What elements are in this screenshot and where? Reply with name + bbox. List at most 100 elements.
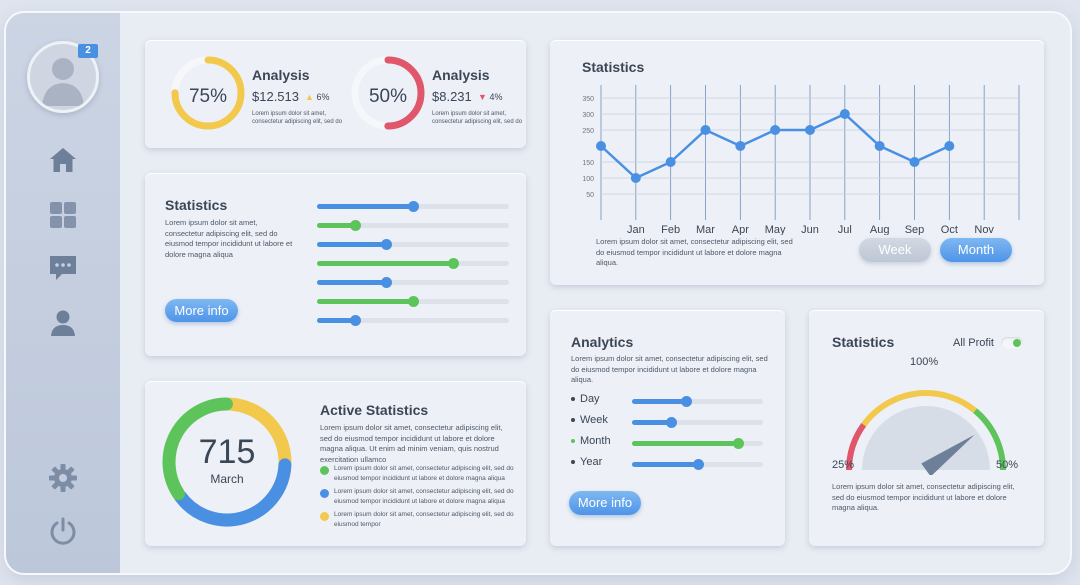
analytics-bar[interactable] xyxy=(632,459,763,470)
line-point[interactable] xyxy=(839,109,850,119)
home-icon[interactable] xyxy=(48,145,78,175)
analytics-bar-handle[interactable] xyxy=(666,417,678,428)
gauge-arc-segment xyxy=(846,422,867,471)
statistics-bar-handle[interactable] xyxy=(408,296,419,307)
analytics-title: Analytics xyxy=(571,334,634,350)
y-tick-label: 50 xyxy=(586,192,594,199)
x-tick-label: Feb xyxy=(661,224,680,235)
line-point[interactable] xyxy=(596,141,606,151)
statistics-bar-fill xyxy=(317,299,413,304)
analytics-row-text: Week xyxy=(580,414,608,426)
statistics-bar-fill xyxy=(317,204,413,209)
y-tick-label: 150 xyxy=(582,160,594,167)
analysis-2-change: ▼ 4% xyxy=(478,92,502,102)
analytics-row-label: Day xyxy=(571,393,600,405)
legend-text: Lorem ipsum dolor sit amet, consectetur … xyxy=(334,465,514,482)
more-info-button[interactable]: More info xyxy=(165,299,238,322)
x-tick-label: Apr xyxy=(732,224,749,235)
line-point[interactable] xyxy=(909,157,920,167)
statistics-bar-handle[interactable] xyxy=(350,315,362,326)
gauge-right-label: 50% xyxy=(996,459,1019,471)
analytics-bar[interactable] xyxy=(632,396,763,407)
analytics-more-info-button[interactable]: More info xyxy=(569,491,641,515)
power-icon[interactable] xyxy=(48,516,78,546)
line-point[interactable] xyxy=(770,125,781,135)
line-chart-title: Statistics xyxy=(582,59,645,75)
bullet-icon xyxy=(571,460,575,465)
statistics-bar-fill xyxy=(317,223,356,228)
analytics-bar-handle[interactable] xyxy=(692,459,704,470)
line-point[interactable] xyxy=(874,141,885,151)
statistics-bar-fill xyxy=(317,261,454,266)
analysis-1-change: ▲ 6% xyxy=(305,92,329,102)
analysis-2-desc: Lorem ipsum dolor sit amet, consectetur … xyxy=(432,111,523,125)
legend-text: Lorem ipsum dolor sit amet, consectetur … xyxy=(334,511,514,528)
line-point[interactable] xyxy=(735,141,746,151)
y-tick-label: 300 xyxy=(582,112,594,119)
statistics-bar[interactable] xyxy=(317,239,509,250)
line-point[interactable] xyxy=(665,157,676,167)
statistics-bar[interactable] xyxy=(317,201,509,212)
y-tick-label: 250 xyxy=(582,128,594,135)
user-icon[interactable] xyxy=(48,308,78,338)
active-donut xyxy=(162,397,292,527)
active-number: 715 xyxy=(198,433,256,471)
line-point[interactable] xyxy=(805,125,815,135)
legend-dot xyxy=(320,512,329,521)
analysis-1-value: $12.513 xyxy=(252,89,299,104)
donut-segment xyxy=(162,397,233,501)
active-month: March xyxy=(210,472,244,486)
analytics-bar-handle[interactable] xyxy=(680,396,692,407)
line-chart-card: Statistics Jan Feb Mar Apr May Jun Jul Aug Sep Oc… xyxy=(550,40,1044,285)
analytics-row-text: Month xyxy=(580,435,611,447)
analytics-bar[interactable] xyxy=(632,417,763,428)
analytics-row-label: Week xyxy=(571,414,608,426)
statistics-bar[interactable] xyxy=(317,296,509,307)
line-point[interactable] xyxy=(944,141,955,151)
all-profit-label: All Profit xyxy=(953,337,994,349)
analysis-1-title: Analysis xyxy=(252,67,310,83)
month-button[interactable]: Month xyxy=(940,238,1012,262)
line-point[interactable] xyxy=(700,125,711,135)
week-button[interactable]: Week xyxy=(859,238,931,262)
statistics-bar[interactable] xyxy=(317,220,509,231)
bullet-icon xyxy=(571,397,575,402)
line-point[interactable] xyxy=(630,173,641,183)
bullet-icon xyxy=(571,418,575,423)
statistics-bar-handle[interactable] xyxy=(381,239,393,250)
y-tick-label: 350 xyxy=(582,96,594,103)
statistics-bar[interactable] xyxy=(317,277,509,288)
all-profit-toggle[interactable] xyxy=(1001,337,1023,349)
notification-badge[interactable]: 2 xyxy=(78,44,98,58)
x-tick-label: Jun xyxy=(801,224,819,235)
analytics-row-text: Year xyxy=(580,456,603,468)
analysis-2-title: Analysis xyxy=(432,67,490,83)
analytics-bar[interactable] xyxy=(632,438,763,449)
statistics-bar-handle[interactable] xyxy=(448,258,460,269)
statistics-bar-handle[interactable] xyxy=(350,220,362,231)
trend-down-icon: ▼ xyxy=(478,92,487,102)
statistics-bar-handle[interactable] xyxy=(381,277,393,288)
chat-icon[interactable] xyxy=(48,253,78,283)
gauge-title: Statistics xyxy=(832,334,895,350)
gear-icon[interactable] xyxy=(48,463,78,493)
statistics-bar-fill xyxy=(317,242,387,247)
bullet-icon xyxy=(571,439,575,444)
legend-dot xyxy=(320,489,329,498)
statistics-bar-handle[interactable] xyxy=(408,201,419,212)
statistics-bar[interactable] xyxy=(317,315,509,326)
grid-icon[interactable] xyxy=(48,200,78,230)
dashboard-frame: 2 xyxy=(6,13,1070,573)
active-statistics-title: Active Statistics xyxy=(320,402,429,418)
analytics-bar-fill xyxy=(632,399,686,404)
legend-text: Lorem ipsum dolor sit amet, consectetur … xyxy=(334,488,514,505)
x-tick-label: Sep xyxy=(905,224,925,235)
analysis-2-value: $8.231 xyxy=(432,89,472,104)
donut-segment xyxy=(223,397,292,468)
analytics-row-label: Year xyxy=(571,456,602,468)
gauge-arc-segment xyxy=(973,408,1006,471)
statistics-bar[interactable] xyxy=(317,258,509,269)
analytics-bar-handle[interactable] xyxy=(733,438,745,449)
gauge-desc: Lorem ipsum dolor sit amet, consectetur … xyxy=(832,482,1015,512)
analytics-bar-fill xyxy=(632,441,739,446)
